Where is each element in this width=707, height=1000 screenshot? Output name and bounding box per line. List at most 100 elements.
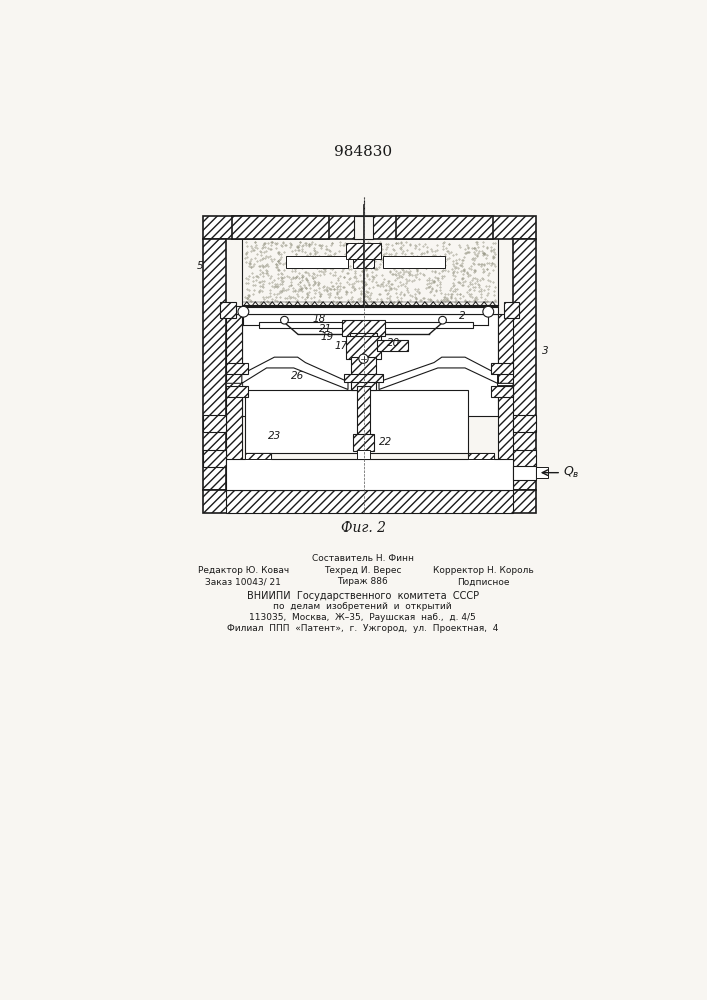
Point xyxy=(338,269,349,285)
Point xyxy=(260,248,271,264)
Point xyxy=(343,237,354,253)
Point xyxy=(448,267,459,283)
Point xyxy=(341,283,352,299)
Point xyxy=(457,270,469,286)
Point xyxy=(286,255,297,271)
Point xyxy=(262,267,274,283)
Point xyxy=(367,255,378,271)
Point xyxy=(412,257,423,273)
Point xyxy=(460,245,472,261)
Point xyxy=(445,244,457,260)
Point xyxy=(362,234,373,250)
Point xyxy=(475,272,486,288)
Point xyxy=(481,255,493,271)
Point xyxy=(284,288,295,304)
Point xyxy=(249,242,260,258)
Point xyxy=(451,255,462,271)
Point xyxy=(399,253,411,269)
Point xyxy=(310,282,322,298)
Point xyxy=(475,283,486,299)
Point xyxy=(255,244,267,260)
Point xyxy=(425,283,436,299)
Point xyxy=(276,276,288,292)
Point xyxy=(274,285,285,301)
Point xyxy=(257,276,268,292)
Point xyxy=(435,248,446,264)
Point xyxy=(257,240,268,256)
Point xyxy=(470,246,481,262)
Point xyxy=(257,250,269,266)
Point xyxy=(248,256,259,272)
Point xyxy=(421,244,433,260)
Point xyxy=(349,282,360,298)
Point xyxy=(462,284,473,300)
Point xyxy=(292,286,303,302)
Point xyxy=(316,237,327,253)
Point xyxy=(438,291,450,307)
Point xyxy=(394,256,405,272)
Text: 19: 19 xyxy=(321,332,334,342)
Point xyxy=(303,237,315,253)
Point xyxy=(289,261,300,277)
Point xyxy=(257,289,269,305)
Point xyxy=(243,287,255,303)
Point xyxy=(269,276,281,292)
Point xyxy=(374,256,385,272)
Point xyxy=(303,252,315,268)
Point xyxy=(271,259,283,275)
Point xyxy=(286,243,298,259)
Point xyxy=(479,256,490,272)
Point xyxy=(274,255,285,271)
Point xyxy=(296,269,308,285)
Point xyxy=(329,246,340,262)
Point xyxy=(285,237,296,253)
Point xyxy=(346,294,358,310)
Point xyxy=(472,247,483,263)
Point xyxy=(394,274,405,290)
Point xyxy=(287,289,298,305)
Point xyxy=(334,278,346,294)
Point xyxy=(289,270,300,286)
Point xyxy=(300,294,311,310)
Point xyxy=(280,290,291,306)
Point xyxy=(460,273,471,289)
Point xyxy=(385,246,397,262)
Point xyxy=(257,237,269,253)
Point xyxy=(462,264,473,280)
Point xyxy=(436,263,448,279)
Point xyxy=(433,272,444,288)
Point xyxy=(250,277,261,293)
Point xyxy=(409,286,421,302)
Point xyxy=(397,276,408,292)
Point xyxy=(272,262,284,278)
Polygon shape xyxy=(226,357,348,389)
Point xyxy=(375,293,387,309)
Point xyxy=(452,274,464,290)
Point xyxy=(479,263,490,279)
Bar xyxy=(286,256,348,268)
Point xyxy=(298,237,309,253)
Point xyxy=(385,288,396,304)
Point xyxy=(280,237,291,253)
Point xyxy=(334,275,346,291)
Point xyxy=(257,258,269,274)
Point xyxy=(335,294,346,310)
Point xyxy=(318,266,329,282)
Point xyxy=(450,260,461,276)
Point xyxy=(486,242,497,258)
Point xyxy=(255,278,266,294)
Point xyxy=(256,264,267,280)
Point xyxy=(390,235,402,251)
Point xyxy=(400,275,411,291)
Point xyxy=(427,274,438,290)
Point xyxy=(255,266,266,282)
Point xyxy=(382,273,394,289)
Point xyxy=(373,244,385,260)
Point xyxy=(471,289,482,305)
Point xyxy=(477,271,488,287)
Point xyxy=(293,239,304,255)
Point xyxy=(285,236,296,252)
Point xyxy=(390,267,402,283)
Point xyxy=(344,241,355,257)
Point xyxy=(426,281,438,297)
